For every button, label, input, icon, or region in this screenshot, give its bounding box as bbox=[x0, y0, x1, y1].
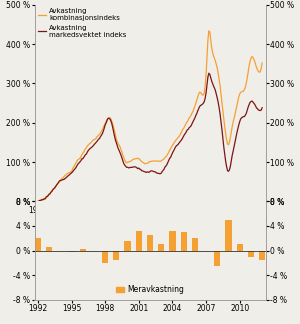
Bar bbox=[169, 231, 176, 250]
Bar bbox=[214, 250, 220, 266]
Bar bbox=[237, 244, 243, 250]
Bar bbox=[248, 250, 254, 257]
Bar bbox=[102, 250, 108, 263]
Avkastning
kombinasjonsindeks bbox=[259, 70, 262, 74]
Avkastning
kombinasjonsindeks bbox=[121, 153, 125, 157]
Avkastning
markedsvektet indeks bbox=[121, 159, 125, 163]
Avkastning
markedsvektet indeks bbox=[202, 101, 205, 105]
Bar bbox=[147, 235, 153, 250]
Avkastning
kombinasjonsindeks bbox=[202, 93, 205, 97]
Line: Avkastning
markedsvektet indeks: Avkastning markedsvektet indeks bbox=[38, 73, 262, 202]
Avkastning
markedsvektet indeks bbox=[218, 106, 221, 110]
Bar bbox=[225, 220, 232, 250]
Legend: Avkastning
kombinasjonsindeks, Avkastning
markedsvektet indeks: Avkastning kombinasjonsindeks, Avkastnin… bbox=[37, 7, 128, 39]
Line: Avkastning
kombinasjonsindeks: Avkastning kombinasjonsindeks bbox=[38, 31, 262, 202]
Avkastning
markedsvektet indeks bbox=[207, 71, 211, 75]
Bar bbox=[259, 250, 265, 260]
Bar bbox=[124, 241, 131, 250]
Avkastning
kombinasjonsindeks bbox=[260, 61, 264, 65]
Bar bbox=[68, 250, 75, 252]
Bar bbox=[181, 232, 187, 250]
Avkastning
markedsvektet indeks bbox=[36, 200, 40, 203]
Avkastning
markedsvektet indeks bbox=[164, 164, 168, 168]
Avkastning
markedsvektet indeks bbox=[61, 178, 65, 181]
Avkastning
kombinasjonsindeks bbox=[36, 200, 40, 203]
Avkastning
markedsvektet indeks bbox=[259, 109, 262, 112]
Bar bbox=[80, 249, 86, 250]
Legend: Meravkastning: Meravkastning bbox=[113, 282, 187, 297]
Bar bbox=[192, 238, 198, 250]
Avkastning
kombinasjonsindeks bbox=[207, 29, 211, 33]
Avkastning
markedsvektet indeks bbox=[260, 106, 264, 110]
Avkastning
kombinasjonsindeks bbox=[61, 176, 65, 180]
Avkastning
kombinasjonsindeks bbox=[164, 155, 168, 158]
Bar bbox=[158, 244, 164, 250]
Bar bbox=[113, 250, 119, 260]
Bar bbox=[35, 238, 41, 250]
Bar bbox=[46, 248, 52, 250]
Avkastning
kombinasjonsindeks bbox=[218, 78, 221, 82]
Bar bbox=[136, 231, 142, 250]
